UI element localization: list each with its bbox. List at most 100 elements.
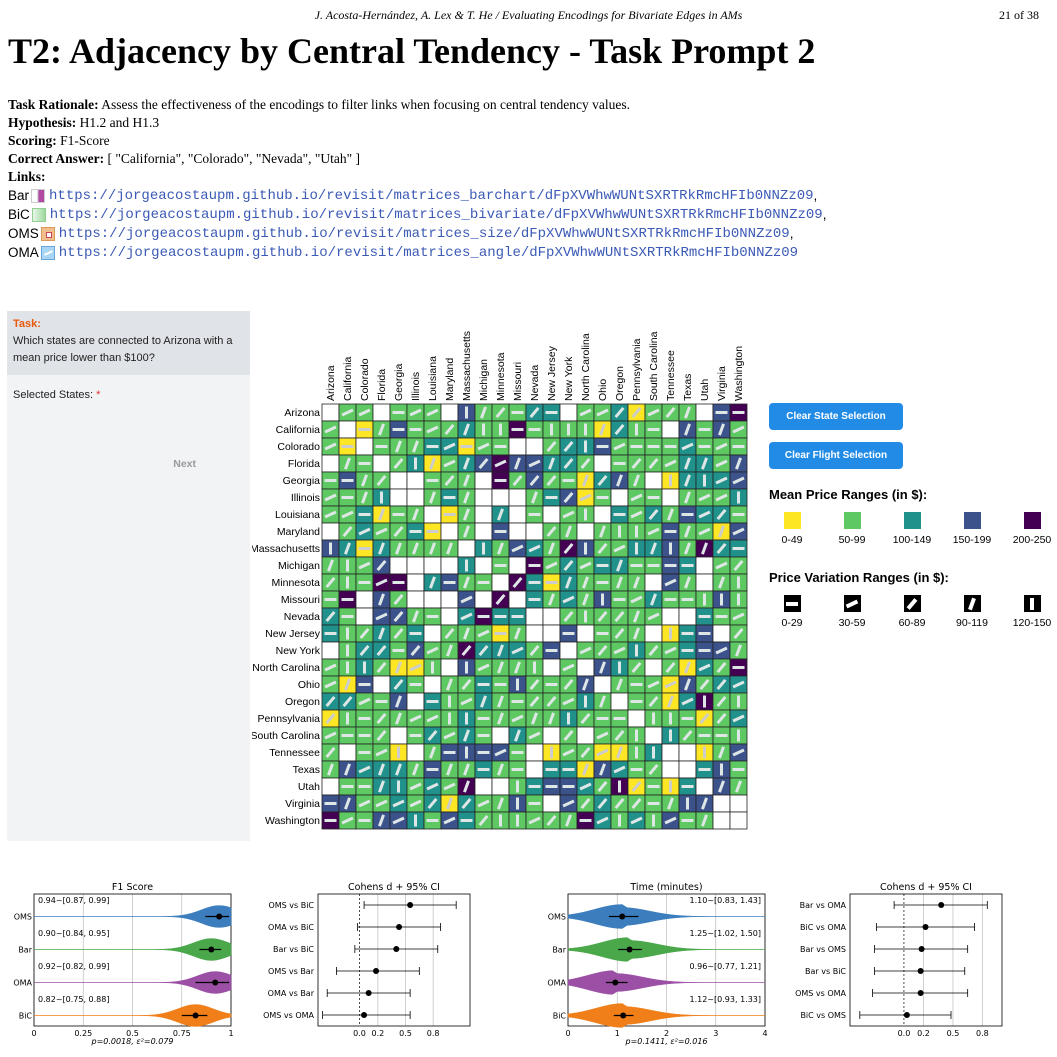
matrix-cell	[729, 471, 748, 490]
variation-glyph	[682, 729, 693, 742]
matrix-cell	[593, 709, 612, 728]
matrix-cell	[338, 403, 357, 422]
matrix-cell	[712, 675, 731, 694]
link-url[interactable]: https://jorgeacostaupm.github.io/revisit…	[49, 187, 814, 204]
matrix-cell	[644, 471, 663, 490]
matrix-cell	[712, 607, 731, 626]
variation-glyph	[358, 527, 371, 536]
matrix-cell	[457, 777, 476, 796]
adjacency-matrix[interactable]: Arizona Arizona California California Colora…	[252, 311, 762, 831]
clear-state-selection-button[interactable]: Clear State Selection	[769, 403, 903, 430]
matrix-cell	[644, 726, 663, 745]
matrix-cell	[729, 522, 748, 541]
matrix-cell	[321, 573, 340, 592]
matrix-cell	[525, 726, 544, 745]
scoring-text: F1-Score	[60, 133, 110, 148]
matrix-cell	[644, 590, 663, 609]
matrix-cell	[576, 437, 595, 456]
matrix-cell	[508, 777, 527, 796]
link-name: OMA	[8, 244, 39, 260]
variation-glyph	[358, 717, 371, 720]
matrix-cell	[695, 420, 714, 439]
matrix-cell	[542, 590, 561, 609]
link-url[interactable]: https://jorgeacostaupm.github.io/revisit…	[58, 244, 799, 261]
variation-glyph	[497, 542, 504, 555]
variation-glyph	[395, 661, 402, 674]
effect-point	[922, 924, 929, 930]
variation-glyph	[341, 598, 354, 601]
matrix-cell	[525, 692, 544, 711]
variation-glyph	[426, 408, 439, 417]
variation-glyph	[681, 442, 694, 451]
matrix-cell	[661, 760, 680, 779]
links-list: Bar https://jorgeacostaupm.github.io/revi…	[8, 186, 1053, 262]
matrix-cell	[321, 692, 340, 711]
matrix-cell	[593, 675, 612, 694]
variation-glyph	[597, 797, 608, 810]
variation-glyph	[737, 593, 740, 606]
variation-glyph	[429, 542, 436, 555]
variation-glyph	[448, 695, 451, 708]
matrix-cell	[593, 777, 612, 796]
matrix-cell	[338, 488, 357, 507]
variation-glyph	[563, 559, 574, 572]
matrix-cell	[406, 726, 425, 745]
matrix-cell	[627, 641, 646, 660]
selected-states-field[interactable]: Selected States: *	[7, 375, 250, 401]
variation-glyph	[582, 763, 589, 776]
matrix-cell	[695, 794, 714, 813]
matrix-cell	[423, 420, 442, 439]
variation-glyph	[444, 627, 455, 640]
matrix-cell	[406, 641, 425, 660]
variation-glyph	[596, 717, 609, 720]
variation-glyph	[359, 644, 370, 657]
oma-icon	[40, 245, 55, 260]
matrix-cell	[627, 743, 646, 762]
link-url[interactable]: https://jorgeacostaupm.github.io/revisit…	[58, 225, 790, 242]
matrix-cell	[474, 777, 493, 796]
variation-glyph	[375, 700, 388, 703]
variation-glyph	[528, 802, 541, 805]
matrix-cell	[695, 505, 714, 524]
matrix-cell	[457, 556, 476, 575]
matrix-cell	[457, 471, 476, 490]
matrix-cell	[389, 641, 408, 660]
matrix-cell	[678, 539, 697, 558]
stat-label: 1.25~[1.02, 1.50]	[690, 929, 761, 938]
tick-label: 0	[565, 1029, 570, 1038]
violin-shape	[567, 937, 766, 962]
matrix-cell	[372, 709, 391, 728]
f1-cohens-d-plot: Cohens d + 95% CI 0.0 0.2 0.5 0.8 OMS vs BiC O…	[263, 882, 471, 1038]
matrix-cell	[474, 522, 493, 541]
variation-glyph	[546, 814, 557, 827]
variation-glyph	[463, 491, 470, 504]
variation-glyph	[698, 493, 711, 502]
column-label: Colorado	[359, 358, 371, 401]
matrix-cell	[508, 573, 527, 592]
matrix-cell	[678, 641, 697, 660]
matrix-cell	[423, 777, 442, 796]
matrix-cell	[559, 607, 578, 626]
matrix-cell	[610, 794, 629, 813]
matrix-cell	[508, 590, 527, 609]
matrix-cell	[678, 437, 697, 456]
clear-flight-selection-button[interactable]: Clear Flight Selection	[769, 442, 903, 469]
variation-glyph	[412, 508, 419, 521]
matrix-cell	[406, 777, 425, 796]
matrix-cell	[321, 726, 340, 745]
matrix-cell	[712, 556, 731, 575]
link-url[interactable]: https://jorgeacostaupm.github.io/revisit…	[49, 206, 823, 223]
matrix-cell	[627, 454, 646, 473]
next-button[interactable]: Next	[173, 458, 196, 470]
variation-glyph	[720, 593, 723, 606]
variation-glyph	[613, 598, 626, 601]
variation-glyph	[324, 819, 337, 822]
variation-glyph	[495, 593, 506, 606]
variation-glyph	[494, 445, 507, 448]
variation-glyph	[393, 610, 404, 623]
variation-glyph	[647, 408, 660, 417]
variation-glyph	[718, 780, 725, 793]
variation-glyph	[465, 746, 468, 759]
matrix-cell	[729, 505, 748, 524]
variation-glyph	[718, 423, 725, 436]
